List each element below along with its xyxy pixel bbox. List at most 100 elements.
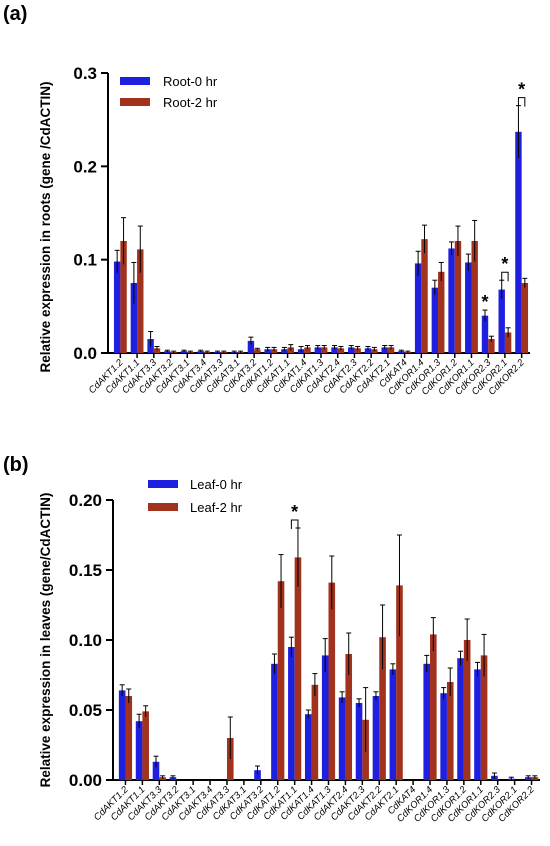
panel-a-error-bar-root-0-hr-cdkat3-2 xyxy=(248,336,254,345)
panel-b-bar-leaf-2-hr-cdkor1-3 xyxy=(446,682,454,780)
panel-b-bar-leaf-0-hr-cdkor1-1 xyxy=(474,669,481,780)
panel-b-error-bar-leaf-2-hr-cdakt3-3 xyxy=(160,775,166,779)
panel-a-legend-swatch-root-2 xyxy=(120,98,150,106)
panel-a-error-bar-root-2-hr-cdkor2-1 xyxy=(505,327,511,338)
panel-a-error-bar-root-2-hr-cdkat4 xyxy=(405,350,411,353)
panel-a-bar-root-2-hr-cdkor1-3 xyxy=(438,271,445,353)
panel-b-error-bar-leaf-2-hr-cdakt2-4 xyxy=(346,632,352,675)
panel-a-bar-root-2-hr-cdkor2-1 xyxy=(504,332,512,353)
panel-b-y-tick-label: 0.15 xyxy=(69,561,102,580)
panel-a-error-bar-root-2-hr-cdakt1-1 xyxy=(137,225,143,273)
panel-a-error-bar-root-0-hr-cdakt3-1 xyxy=(181,349,187,353)
panel-a-error-bar-root-0-hr-cdkat4 xyxy=(398,349,404,353)
panel-a-significance-star: * xyxy=(481,292,488,312)
panel-a-error-bar-root-2-hr-cdakt2-1 xyxy=(388,345,394,350)
panel-a-bar-root-2-hr-cdakt2-4 xyxy=(337,348,345,353)
panel-a-bar-root-0-hr-cdakt2-1 xyxy=(381,347,388,353)
panel-a-error-bar-root-0-hr-cdakt1-2 xyxy=(114,249,120,273)
panel-b-bar-leaf-2-hr-cdkat1-2 xyxy=(277,581,285,780)
panel-b-error-bar-leaf-0-hr-cdakt2-4 xyxy=(339,691,345,703)
panel-b-error-bar-leaf-0-hr-cdkor2-1 xyxy=(508,776,514,780)
panel-b-error-bar-leaf-0-hr-cdkor1-4 xyxy=(424,654,430,673)
panel-b-error-bar-leaf-0-hr-cdkor1-2 xyxy=(458,650,464,666)
panel-a-error-bar-root-2-hr-cdkat3-3 xyxy=(221,350,227,353)
panel-a-legend: Root-0 hr Root-2 hr xyxy=(120,74,218,110)
panel-b-y-ticks: 0.00 0.05 0.10 0.15 0.20 xyxy=(69,491,113,790)
panel-a-error-bar-root-0-hr-cdkat3-1 xyxy=(231,350,237,353)
panel-b-legend-label-leaf-2: Leaf-2 hr xyxy=(190,500,243,515)
panel-a-y-tick-label: 0.1 xyxy=(73,251,97,270)
panel-b-bar-leaf-2-hr-cdkat1-3 xyxy=(328,582,336,780)
panel-b-legend-label-leaf-0: Leaf-0 hr xyxy=(190,477,243,492)
panel-a-bar-root-2-hr-cdkat3-2 xyxy=(254,349,261,353)
panel-b-error-bar-leaf-2-hr-cdakt1-1 xyxy=(143,705,149,717)
panel-b-error-bar-leaf-0-hr-cdkor1-3 xyxy=(441,687,447,699)
panel-b-error-bar-leaf-2-hr-cdkor1-1 xyxy=(481,633,487,677)
panel-a-error-bar-root-0-hr-cdakt3-3 xyxy=(148,331,154,347)
panel-a-bar-root-0-hr-cdkor1-3 xyxy=(431,287,439,353)
panel-b-bar-leaf-0-hr-cdkor1-2 xyxy=(457,658,464,780)
panel-a-error-bar-root-2-hr-cdakt1-2 xyxy=(121,217,127,265)
panel-b-error-bar-leaf-0-hr-cdakt2-2 xyxy=(373,691,379,701)
panel-a-y-tick-label: 0.2 xyxy=(73,157,97,176)
panel-a-error-bar-root-2-hr-cdkor2-3 xyxy=(488,335,494,342)
panel-a-bar-root-0-hr-cdkor1-2 xyxy=(448,248,455,353)
panel-a: (a) Relative expression in roots (gene /… xyxy=(3,3,530,398)
panel-a-error-bar-root-2-hr-cdkat1-2 xyxy=(271,346,277,352)
panel-b-error-bar-leaf-2-hr-cdkor1-3 xyxy=(447,667,453,696)
panel-a-bar-root-2-hr-cdkor1-4 xyxy=(421,239,428,353)
panel-b-bar-leaf-0-hr-cdkat1-1 xyxy=(288,647,295,780)
panel-a-bar-root-2-hr-cdkor1-1 xyxy=(471,241,478,353)
panel-a-error-bar-root-2-hr-cdakt2-4 xyxy=(338,345,344,351)
panel-a-significance-star: * xyxy=(501,254,508,274)
panel-a-error-bar-root-0-hr-cdakt3-4 xyxy=(198,349,204,353)
panel-b-error-bar-leaf-0-hr-cdkat3-2 xyxy=(255,765,261,775)
panel-b-error-bar-leaf-2-hr-cdakt2-3 xyxy=(363,687,369,752)
panel-b-bar-leaf-0-hr-cdkat1-4 xyxy=(304,714,312,780)
panel-b-bar-leaf-2-hr-cdkor1-2 xyxy=(463,640,471,780)
panel-a-error-bar-root-2-hr-cdkor1-1 xyxy=(472,219,478,262)
panel-a-error-bar-root-0-hr-cdakt3-2 xyxy=(164,349,170,353)
panel-b-error-bar-leaf-2-hr-cdkat1-3 xyxy=(329,555,335,610)
panel-b-error-bar-leaf-0-hr-cdkat1-2 xyxy=(271,653,277,674)
panel-a-significance-cdkor2-3: * xyxy=(481,292,488,312)
panel-a-label: (a) xyxy=(3,3,27,25)
panel-b-error-bar-leaf-0-hr-cdakt2-1 xyxy=(390,663,396,675)
panel-b-error-bar-leaf-0-hr-cdkat1-1 xyxy=(288,636,294,657)
panel-a-error-bar-root-2-hr-cdakt3-1 xyxy=(187,350,193,353)
panel-b-significance-cdkat1-1: * xyxy=(290,502,299,529)
panel-a-bar-root-0-hr-cdakt2-2 xyxy=(364,348,372,353)
panel-a-error-bar-root-2-hr-cdakt2-3 xyxy=(355,345,361,351)
panel-a-error-bar-root-0-hr-cdkor1-4 xyxy=(415,250,421,276)
panel-a-bar-root-0-hr-cdkor2-1 xyxy=(498,289,505,353)
panel-a-bars xyxy=(113,105,529,353)
panel-b-bar-leaf-0-hr-cdkat1-3 xyxy=(321,655,329,780)
panel-a-bar-root-0-hr-cdakt2-4 xyxy=(331,347,338,353)
panel-b-error-bar-leaf-0-hr-cdakt1-1 xyxy=(136,713,142,729)
panel-a-bar-root-2-hr-cdakt2-1 xyxy=(387,347,395,353)
panel-b-error-bar-leaf-0-hr-cdkor2-3 xyxy=(491,772,497,779)
panel-a-error-bar-root-2-hr-cdkat3-1 xyxy=(238,350,244,353)
panel-b-bar-leaf-2-hr-cdakt1-2 xyxy=(125,696,133,780)
panel-a-significance-cdkor2-1: * xyxy=(501,254,509,282)
panel-b-bar-leaf-0-hr-cdkat1-2 xyxy=(271,663,278,780)
panel-a-legend-label-root-0: Root-0 hr xyxy=(163,74,218,89)
panel-b-bar-leaf-0-hr-cdakt2-2 xyxy=(372,696,380,780)
panel-b-error-bar-leaf-2-hr-cdakt2-2 xyxy=(380,604,386,670)
panel-b-error-bar-leaf-2-hr-cdkor1-4 xyxy=(430,617,436,652)
panel-a-error-bar-root-2-hr-cdkat1-1 xyxy=(288,344,294,351)
panel-b-error-bar-leaf-0-hr-cdkat1-4 xyxy=(305,709,311,719)
panel-b-bar-leaf-2-hr-cdakt2-4 xyxy=(345,654,353,780)
panel-b-bar-leaf-0-hr-cdakt1-2 xyxy=(118,690,126,780)
panel-b-bars xyxy=(118,527,539,780)
panel-b-legend: Leaf-0 hr Leaf-2 hr xyxy=(148,477,243,515)
panel-a-error-bar-root-2-hr-cdakt3-4 xyxy=(204,350,210,353)
panel-a-error-bar-root-0-hr-cdkat3-3 xyxy=(214,350,220,353)
panel-a-bar-root-2-hr-cdakt2-3 xyxy=(354,348,361,353)
panel-b-error-bar-leaf-0-hr-cdkat1-3 xyxy=(322,638,328,673)
panel-a-y-axis-title: Relative expression in roots (gene /CdAC… xyxy=(38,81,53,372)
panel-a-error-bar-root-2-hr-cdkat1-4 xyxy=(304,345,310,350)
panel-b-error-bar-leaf-2-hr-cdkat1-2 xyxy=(278,554,284,608)
panel-a-bar-root-0-hr-cdkor2-2 xyxy=(515,131,522,353)
panel-b-error-bar-leaf-2-hr-cdkor1-2 xyxy=(464,618,470,661)
